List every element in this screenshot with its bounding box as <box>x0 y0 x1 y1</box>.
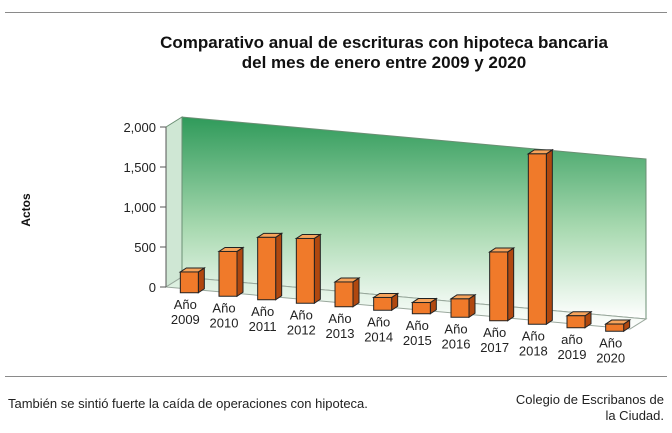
image-credit: Colegio de Escribanos de la Ciudad. <box>464 392 664 424</box>
x-tick-label: Año <box>174 297 197 312</box>
bar <box>605 323 625 332</box>
x-tick-label: Año <box>483 325 506 340</box>
bar <box>257 236 277 301</box>
x-tick-label: Año <box>251 304 274 319</box>
bar <box>179 271 199 294</box>
credit-line-2: la Ciudad. <box>605 408 664 423</box>
x-tick-label: 2020 <box>596 350 625 365</box>
side-wall <box>165 116 183 288</box>
bar-side <box>313 233 321 305</box>
bar <box>411 302 431 315</box>
x-tick-label: Año <box>328 311 351 326</box>
x-tick-label: 2009 <box>171 312 200 327</box>
y-tick-label: 0 <box>149 280 156 295</box>
x-tick-label: 2018 <box>519 343 548 358</box>
bar-side <box>545 148 553 326</box>
bar <box>566 315 586 329</box>
floor <box>164 276 648 330</box>
bar-side <box>352 277 360 308</box>
bar <box>295 237 315 304</box>
bar-side <box>236 246 244 298</box>
chart-figure: Comparativo anual de escrituras con hipo… <box>0 14 672 374</box>
y-tick-label: 1,500 <box>123 160 156 175</box>
x-tick-label: 2013 <box>326 326 355 341</box>
credit-line-1: Colegio de Escribanos de <box>515 392 664 407</box>
y-tick-label: 2,000 <box>123 120 156 135</box>
x-tick-label: 2011 <box>249 319 277 334</box>
bar <box>527 153 547 325</box>
bar-chart: Comparativo anual de escrituras con hipo… <box>19 33 648 365</box>
chart-title-line-1: Comparativo anual de escrituras con hipo… <box>160 33 608 52</box>
y-axis-label: Actos <box>19 193 33 227</box>
x-tick-label: 2019 <box>558 347 587 362</box>
x-tick-label: 2012 <box>287 322 316 337</box>
bar <box>218 250 238 297</box>
bar <box>489 251 509 322</box>
bar <box>334 281 354 308</box>
x-tick-label: 2015 <box>403 333 432 348</box>
bar-side <box>507 247 515 322</box>
bottom-divider <box>5 376 667 377</box>
x-tick-label: 2017 <box>480 340 509 355</box>
figure-caption: También se sintió fuerte la caída de ope… <box>8 396 368 411</box>
x-tick-label: Año <box>444 321 467 336</box>
x-tick-label: año <box>561 332 583 347</box>
x-tick-label: 2014 <box>364 329 393 344</box>
x-tick-label: Año <box>406 318 429 333</box>
x-tick-label: Año <box>367 314 390 329</box>
top-divider <box>5 12 667 13</box>
chart-title-line-2: del mes de enero entre 2009 y 2020 <box>242 53 526 72</box>
bar-side <box>275 232 283 301</box>
x-tick-label: Año <box>522 328 545 343</box>
x-tick-label: 2016 <box>442 336 471 351</box>
x-tick-label: Año <box>290 307 313 322</box>
x-tick-label: Año <box>212 300 235 315</box>
x-tick-label: Año <box>599 335 622 350</box>
bar <box>450 298 470 318</box>
x-tick-label: 2010 <box>210 315 239 330</box>
y-tick-label: 500 <box>134 240 156 255</box>
y-tick-label: 1,000 <box>123 200 156 215</box>
bar <box>373 296 393 311</box>
